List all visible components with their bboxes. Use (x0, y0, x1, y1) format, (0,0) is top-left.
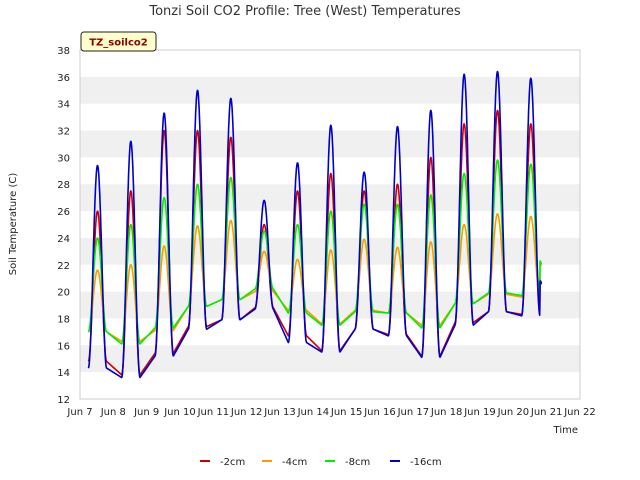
y-tick-label: 32 (57, 127, 70, 138)
site-badge: TZ_soilco2 (80, 31, 157, 52)
series-line-minus-8cm (87, 159, 543, 345)
y-tick-label: 36 (57, 73, 70, 84)
plot-background (80, 50, 580, 399)
x-tick-label: Jun 14 (297, 407, 330, 418)
x-tick-label: Jun 10 (163, 407, 196, 418)
legend: -2cm -4cm -8cm -16cm (200, 457, 442, 468)
site-badge-box (80, 31, 157, 52)
y-axis-label: Soil Temperature (C) (8, 173, 19, 276)
y-tick-label: 22 (57, 261, 70, 272)
x-tick-label: Jun 22 (563, 407, 596, 418)
site-badge-text: TZ_soilco2 (89, 38, 148, 49)
series-line-minus-16cm (87, 70, 543, 379)
series-line-minus-2cm (87, 109, 543, 376)
x-tick-label: Jun 15 (330, 407, 363, 418)
y-tick-label: 12 (57, 395, 70, 406)
x-axis-ticks: Jun 7 Jun 8 Jun 9 Jun 10 Jun 11 Jun 12 Jun 13 J… (66, 407, 595, 418)
x-tick-label: Jun 16 (363, 407, 396, 418)
y-tick-label: 24 (57, 234, 70, 245)
x-tick-label: Jun 18 (430, 407, 463, 418)
chart-title: Tonzi Soil CO2 Profile: Tree (West) Temp… (148, 4, 461, 19)
x-tick-label: Jun 21 (530, 407, 563, 418)
x-tick-label: Jun 17 (397, 407, 430, 418)
x-tick-label: Jun 13 (263, 407, 296, 418)
legend-label: -8cm (345, 457, 370, 468)
legend-label: -2cm (220, 457, 245, 468)
x-tick-label: Jun 12 (230, 407, 263, 418)
y-tick-label: 38 (57, 46, 70, 57)
legend-label: -4cm (282, 457, 307, 468)
y-tick-label: 34 (57, 100, 70, 111)
y-tick-label: 28 (57, 180, 70, 191)
y-tick-label: 18 (57, 314, 70, 325)
y-tick-label: 14 (57, 368, 70, 379)
plot-border (79, 49, 581, 400)
x-axis-label: Time (553, 425, 578, 436)
y-tick-label: 20 (57, 288, 70, 299)
grid-band (80, 345, 580, 373)
series-layer (87, 70, 543, 379)
x-tick-label: Jun 9 (133, 407, 159, 418)
x-tick-label: Jun 11 (197, 407, 230, 418)
y-tick-label: 30 (57, 153, 70, 164)
plot-area (79, 49, 581, 400)
y-tick-label: 16 (57, 341, 70, 352)
series-line-minus-4cm (87, 213, 543, 343)
grid-band (80, 184, 580, 212)
grid-band (80, 76, 580, 104)
y-tick-label: 26 (57, 207, 70, 218)
x-tick-label: Jun 20 (497, 407, 530, 418)
legend-label: -16cm (410, 457, 442, 468)
grid-band (80, 291, 580, 319)
y-axis-ticks: 12 14 16 18 20 22 24 26 28 30 32 34 36 38 (57, 46, 70, 406)
x-tick-label: Jun 19 (463, 407, 496, 418)
x-tick-label: Jun 7 (66, 407, 92, 418)
x-tick-label: Jun 8 (100, 407, 126, 418)
